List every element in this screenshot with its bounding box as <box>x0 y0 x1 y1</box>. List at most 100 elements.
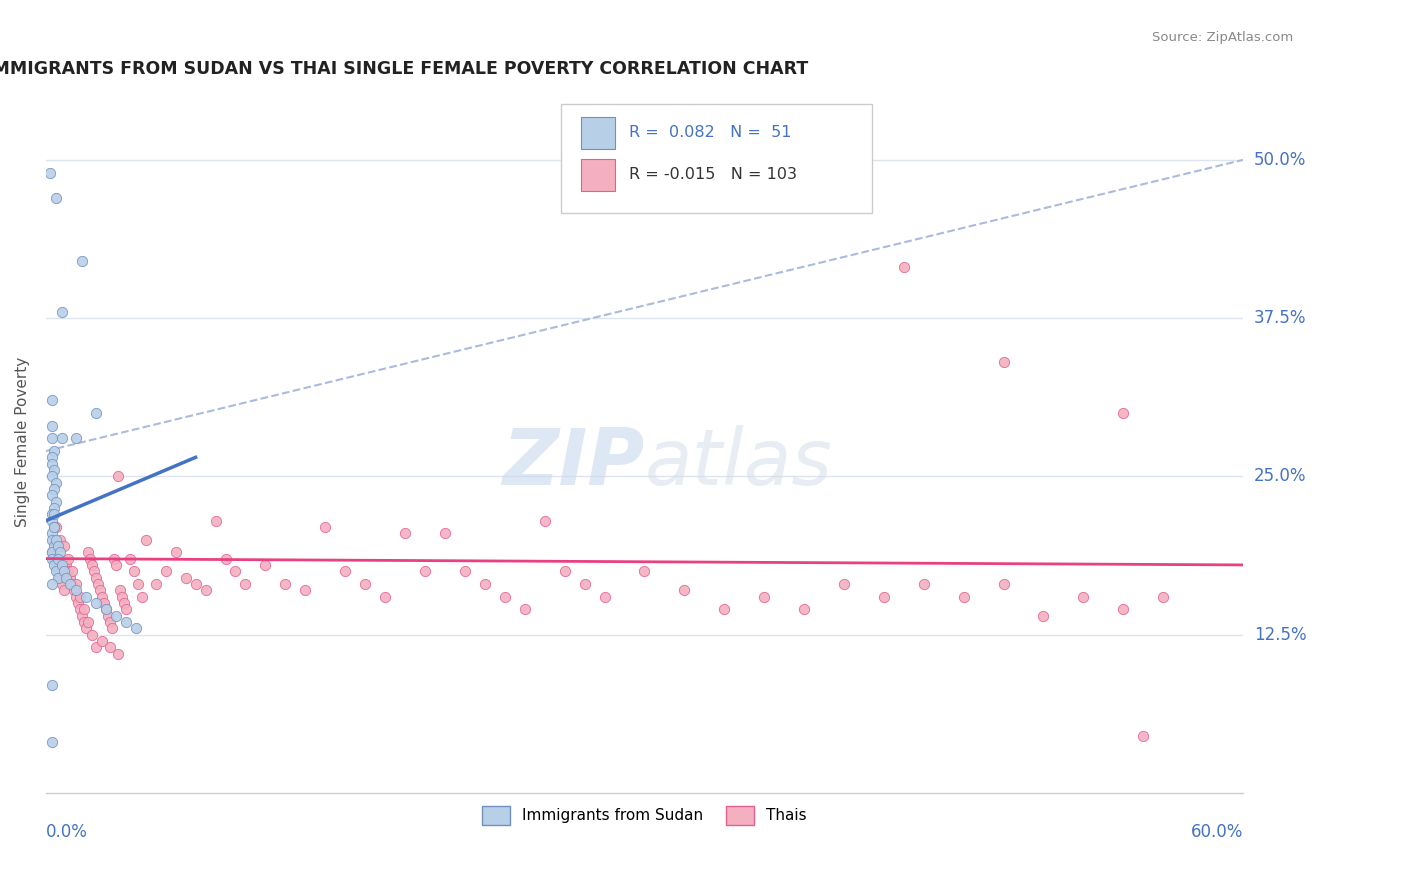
Point <box>194 583 217 598</box>
Point <box>1132 729 1154 743</box>
Point <box>84 640 107 655</box>
Point <box>65 590 87 604</box>
FancyBboxPatch shape <box>561 104 872 213</box>
Point <box>673 583 696 598</box>
Point <box>49 533 72 547</box>
Point <box>752 590 775 604</box>
Point <box>84 406 107 420</box>
Point <box>107 469 129 483</box>
Point <box>1112 602 1135 616</box>
Point <box>97 608 120 623</box>
Point <box>65 577 87 591</box>
Point <box>513 602 536 616</box>
Point <box>41 418 63 433</box>
Point <box>56 551 79 566</box>
Point <box>873 590 896 604</box>
Point <box>70 254 93 268</box>
Point <box>45 475 67 490</box>
Text: ZIP: ZIP <box>502 425 644 500</box>
Point <box>73 602 96 616</box>
Text: 25.0%: 25.0% <box>1254 467 1306 485</box>
Point <box>394 526 416 541</box>
Point <box>45 564 67 578</box>
Point <box>374 590 396 604</box>
Point <box>114 602 136 616</box>
Text: 37.5%: 37.5% <box>1254 310 1306 327</box>
Point <box>46 539 69 553</box>
Point <box>131 590 153 604</box>
Point <box>80 558 103 572</box>
Point <box>89 583 111 598</box>
Point <box>112 596 135 610</box>
Point <box>1112 406 1135 420</box>
Point <box>83 564 105 578</box>
Point <box>59 571 82 585</box>
Point <box>114 615 136 629</box>
Point <box>45 520 67 534</box>
Point <box>42 539 65 553</box>
Text: Source: ZipAtlas.com: Source: ZipAtlas.com <box>1153 31 1294 45</box>
Text: 0.0%: 0.0% <box>46 823 87 841</box>
Point <box>41 469 63 483</box>
Point <box>1152 590 1174 604</box>
Point <box>41 514 63 528</box>
Point <box>41 545 63 559</box>
Legend: Immigrants from Sudan, Thais: Immigrants from Sudan, Thais <box>477 800 813 830</box>
Point <box>1032 608 1054 623</box>
Point <box>41 508 63 522</box>
Text: 60.0%: 60.0% <box>1191 823 1243 841</box>
Text: atlas: atlas <box>644 425 832 500</box>
Point <box>84 571 107 585</box>
Point <box>41 545 63 559</box>
Point <box>94 602 117 616</box>
Point <box>832 577 855 591</box>
Point <box>165 545 187 559</box>
Point <box>93 596 115 610</box>
Point <box>51 431 73 445</box>
Point <box>98 640 121 655</box>
Point <box>413 564 436 578</box>
Point <box>41 393 63 408</box>
Point <box>533 514 555 528</box>
Point <box>184 577 207 591</box>
Point <box>94 602 117 616</box>
Point <box>41 457 63 471</box>
Point <box>127 577 149 591</box>
Point <box>474 577 496 591</box>
Point <box>41 431 63 445</box>
Point <box>101 621 124 635</box>
Point <box>125 621 148 635</box>
Point <box>60 577 83 591</box>
Point <box>59 577 82 591</box>
Point <box>65 583 87 598</box>
Point <box>49 571 72 585</box>
Point <box>104 558 127 572</box>
Point <box>55 558 77 572</box>
Point <box>51 558 73 572</box>
Text: 50.0%: 50.0% <box>1254 151 1306 169</box>
Point <box>118 551 141 566</box>
Point <box>993 355 1015 369</box>
Point <box>42 500 65 515</box>
FancyBboxPatch shape <box>581 117 614 149</box>
Point <box>90 590 112 604</box>
Point <box>433 526 456 541</box>
Point <box>55 571 77 585</box>
Point <box>60 564 83 578</box>
Point <box>108 583 131 598</box>
Point <box>713 602 735 616</box>
Point <box>354 577 377 591</box>
Y-axis label: Single Female Poverty: Single Female Poverty <box>15 357 30 526</box>
Point <box>66 596 89 610</box>
Point <box>494 590 516 604</box>
Point <box>84 596 107 610</box>
Point <box>51 577 73 591</box>
Point <box>79 551 101 566</box>
Point <box>39 165 62 179</box>
Point <box>42 551 65 566</box>
Point <box>574 577 596 591</box>
Point <box>1071 590 1094 604</box>
Point <box>274 577 297 591</box>
Point <box>174 571 197 585</box>
Point <box>294 583 316 598</box>
